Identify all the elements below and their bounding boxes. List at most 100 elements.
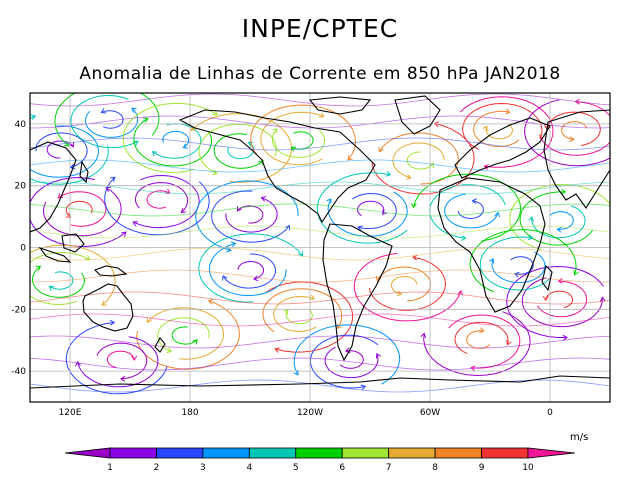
colorbar-labels: 1 2 3 4 5 6 7 8 9 10	[107, 463, 534, 473]
plot-frame	[29, 92, 611, 403]
streamline	[531, 205, 586, 239]
flow-arrowhead	[30, 114, 37, 120]
flow-arrowhead	[192, 339, 198, 345]
flow-arrowhead	[560, 188, 567, 195]
streamline	[506, 265, 604, 338]
flow-arrowhead	[506, 339, 512, 346]
streamline	[42, 187, 122, 237]
flow-arrowhead	[483, 164, 489, 170]
colorbar-tick-label: 10	[522, 463, 534, 473]
flow-arrowhead	[513, 271, 520, 278]
lat-tick-label: -20	[11, 305, 26, 315]
flow-arrowhead	[319, 112, 325, 118]
streamline	[352, 192, 397, 230]
streamline	[324, 346, 379, 379]
lat-tick-label: -40	[11, 367, 26, 377]
streamline	[30, 203, 610, 217]
colorbar-segment	[481, 447, 529, 459]
flow-arrowhead	[471, 198, 477, 204]
flow-arrowhead	[21, 162, 25, 167]
streamline	[273, 295, 317, 332]
flow-arrowhead	[482, 125, 488, 132]
flow-arrowhead	[309, 294, 316, 301]
streamline	[459, 96, 554, 168]
streamline	[448, 314, 521, 369]
streamline	[462, 102, 543, 150]
streamline	[198, 233, 303, 303]
flow-arrowhead	[119, 375, 126, 382]
colorbar-segment	[341, 447, 390, 459]
colorbar-segment	[64, 447, 111, 459]
streamline	[30, 125, 100, 178]
flow-arrowhead	[131, 107, 137, 113]
flow-arrowhead	[528, 216, 534, 222]
flow-arrowhead	[557, 278, 563, 284]
streamline	[30, 247, 610, 261]
streamline	[30, 269, 610, 283]
colorbar-tick-label: 5	[293, 463, 299, 473]
streamline	[285, 309, 313, 325]
flow-arrowhead	[75, 360, 81, 367]
flow-arrowhead	[100, 108, 107, 114]
streamline	[30, 115, 109, 185]
flow-arrowhead	[132, 221, 138, 227]
streamline	[262, 288, 343, 333]
lon-tick-label: 120W	[297, 408, 323, 418]
flow-arrowhead	[110, 176, 116, 182]
flow-arrowhead	[410, 202, 417, 209]
colorbar-tick-label: 2	[154, 463, 160, 473]
streamline	[31, 266, 86, 298]
streamline	[70, 94, 139, 149]
colorbar-tick-label: 8	[432, 463, 438, 473]
flow-arrowhead	[222, 274, 228, 281]
flow-arrowhead	[629, 129, 634, 133]
flow-arrowhead	[142, 117, 149, 123]
flow-arrowhead	[562, 334, 568, 341]
flow-arrowhead	[272, 128, 278, 134]
streamline	[208, 242, 287, 297]
flow-arrowhead	[35, 265, 42, 271]
streamline	[30, 244, 116, 306]
streamline	[549, 211, 574, 230]
streamline	[157, 317, 210, 352]
colorbar-segment	[109, 447, 157, 459]
flow-arrowhead	[252, 275, 259, 282]
flow-arrowhead	[347, 155, 353, 161]
colorbar-segment	[248, 447, 297, 459]
grid-lines	[30, 93, 610, 402]
streamline	[101, 110, 124, 129]
colorbar-segment	[202, 447, 250, 459]
streamline	[357, 200, 385, 217]
flow-arrowhead	[479, 327, 485, 334]
streamline	[392, 142, 445, 179]
streamline	[65, 321, 168, 395]
streamline	[368, 256, 447, 311]
flow-arrowhead	[182, 143, 189, 149]
streamline	[391, 275, 418, 295]
flow-arrowhead	[180, 207, 187, 213]
lat-tick-label: 20	[15, 182, 27, 192]
flow-arrowhead	[556, 226, 562, 233]
colorbar-segment	[295, 447, 343, 459]
flow-arrowhead	[212, 110, 218, 116]
flow-arrowhead	[412, 254, 418, 261]
flow-arrowhead	[470, 365, 476, 372]
flow-arrowhead	[494, 211, 501, 218]
streamline	[309, 334, 379, 389]
flow-arrowhead	[488, 257, 495, 264]
colorbar-segment	[388, 447, 436, 459]
streamline	[30, 313, 610, 327]
streamline	[519, 191, 593, 246]
streamline	[30, 357, 610, 371]
streamline	[376, 266, 432, 302]
flow-arrowhead	[121, 231, 127, 237]
streamline	[316, 172, 408, 244]
streamline	[237, 260, 264, 280]
colorbar-segment	[527, 447, 576, 459]
flow-arrowhead	[190, 125, 197, 132]
flow-arrowhead	[382, 209, 388, 216]
streamline	[30, 379, 610, 393]
flow-arrowhead	[236, 206, 242, 212]
colorbar-tick-label: 7	[386, 463, 392, 473]
flow-arrowhead	[68, 142, 75, 148]
